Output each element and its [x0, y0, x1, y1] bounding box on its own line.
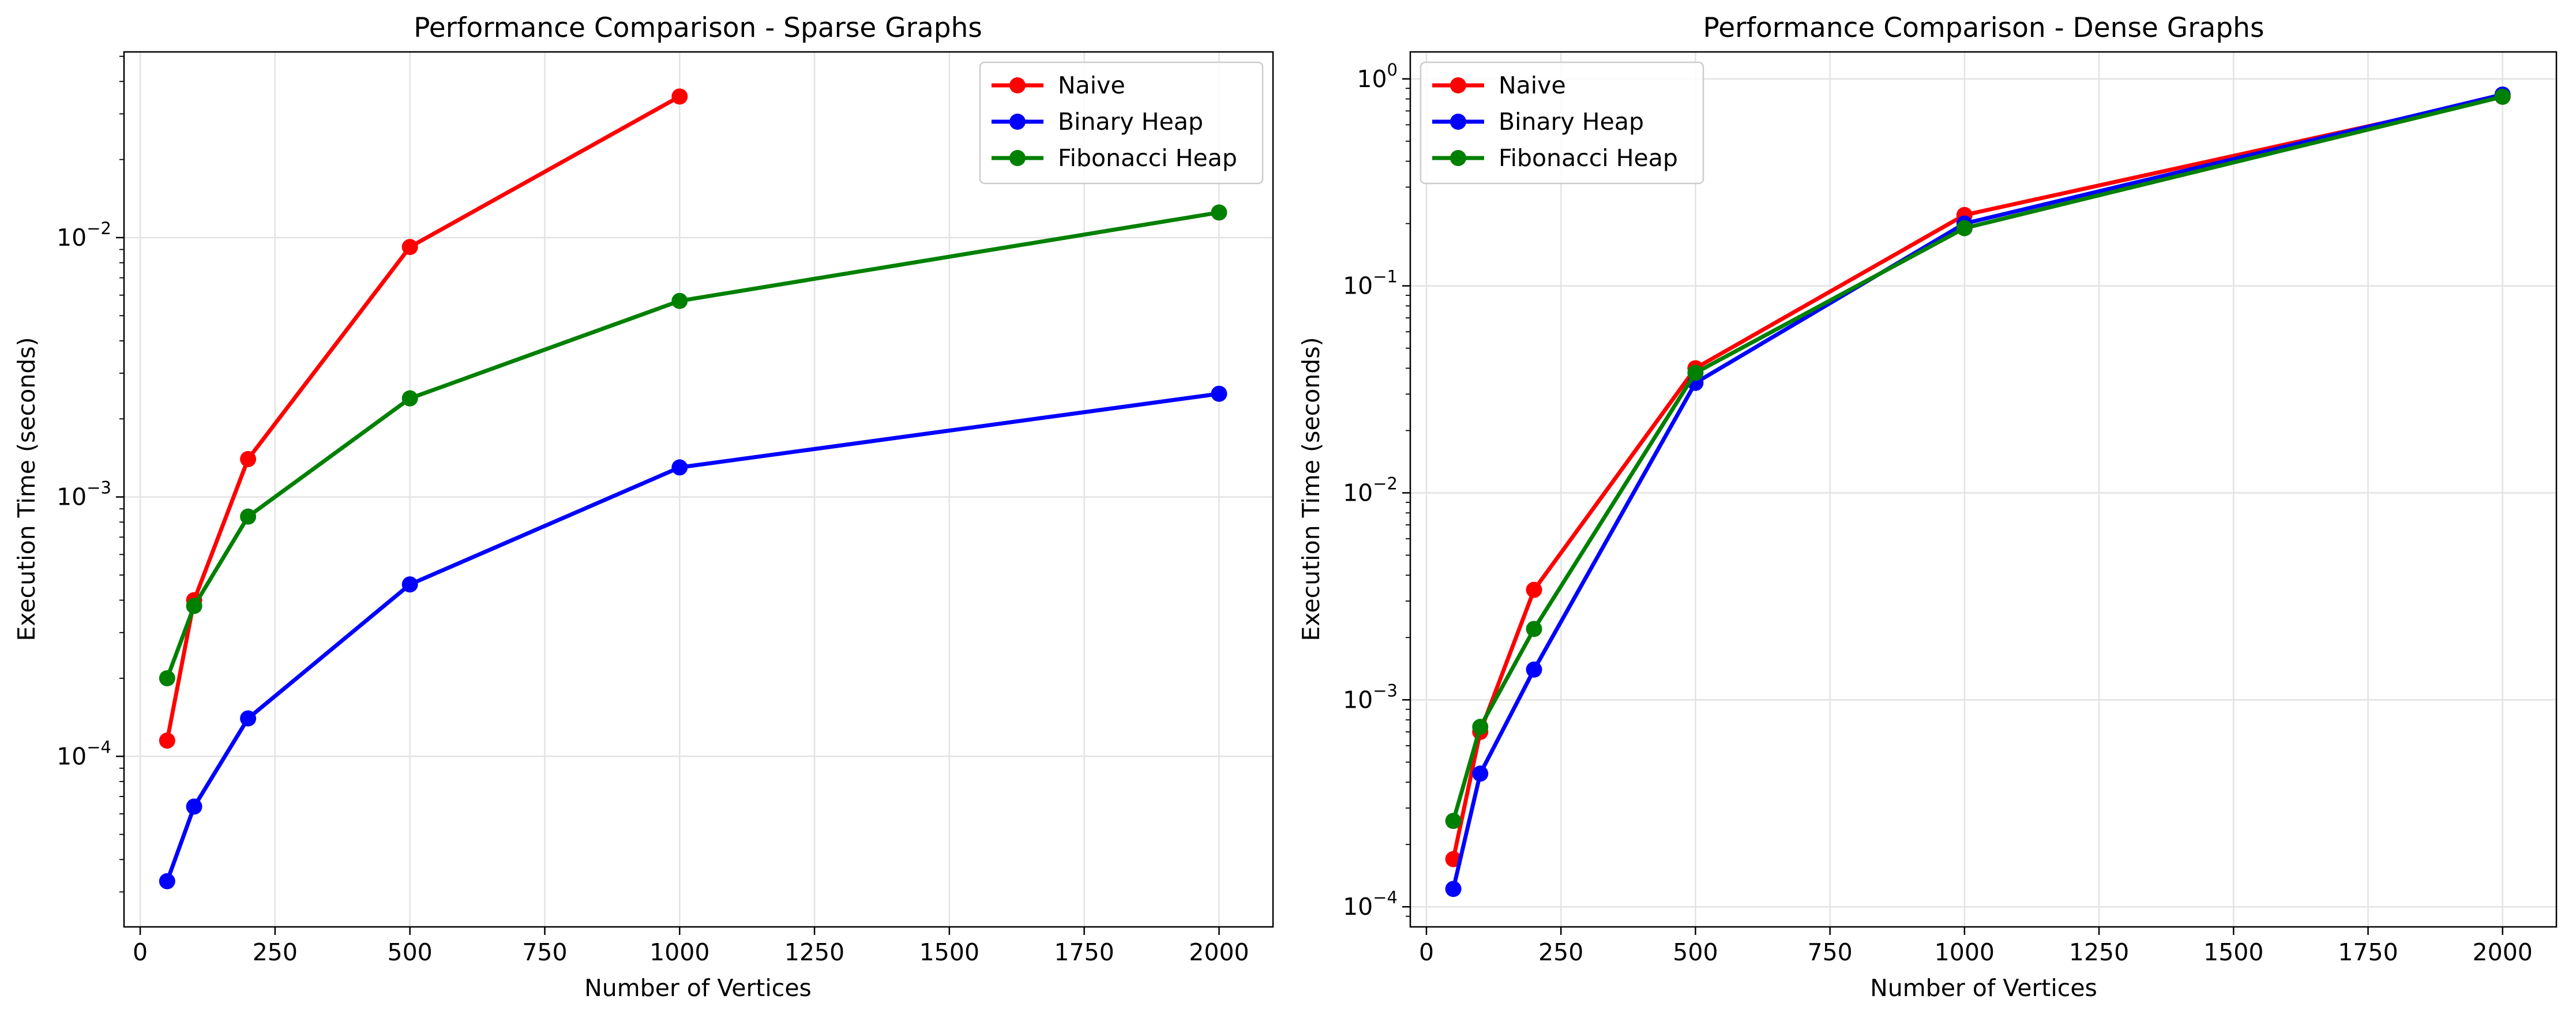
- series-line-naive: [1451, 94, 2505, 862]
- legend-swatch-marker: [1009, 150, 1026, 166]
- series-line-binary-heap: [164, 391, 1222, 884]
- data-point: [401, 239, 418, 256]
- x-tick-label: 250: [1538, 938, 1583, 966]
- x-tick-label: 250: [253, 938, 298, 966]
- data-point: [1445, 881, 1462, 897]
- data-point: [1687, 365, 1704, 381]
- x-axis-label: Number of Vertices: [1870, 974, 2097, 1002]
- x-tick-label: 1750: [1054, 938, 1114, 966]
- data-point: [1211, 385, 1227, 402]
- x-tick-label: 0: [1419, 938, 1434, 966]
- y-tick-label: 100: [1357, 60, 1398, 93]
- series-line-fibonacci-heap: [164, 210, 1222, 681]
- x-tick-label: 1500: [2203, 938, 2263, 966]
- data-point: [186, 598, 202, 614]
- data-point: [671, 88, 688, 105]
- x-tick-label: 1000: [1935, 938, 1995, 966]
- x-tick-label: 500: [1673, 938, 1718, 966]
- legend-label: Fibonacci Heap: [1058, 144, 1237, 172]
- data-point: [1956, 220, 1973, 236]
- data-point: [240, 450, 257, 467]
- data-point: [401, 576, 418, 593]
- legend-swatch-marker: [1450, 77, 1466, 93]
- series-line-fibonacci-heap: [1451, 94, 2505, 824]
- y-tick-label: 10−2: [1343, 474, 1398, 506]
- sparse-graphs-chart: Performance Comparison - Sparse Graphs N…: [13, 12, 1274, 1002]
- y-axis-label: Execution Time (seconds): [13, 337, 40, 641]
- y-tick-label: 10−1: [1343, 267, 1398, 300]
- legend: Naive Binary Heap Fibonacci Heap: [979, 61, 1264, 185]
- data-point: [1472, 765, 1489, 782]
- axes-frame: [123, 51, 1274, 928]
- legend-label: Binary Heap: [1499, 108, 1644, 136]
- data-point: [159, 732, 175, 749]
- data-point: [1526, 581, 1542, 598]
- plot-area: [124, 52, 1273, 927]
- x-tick-label: 1250: [2069, 938, 2129, 966]
- series-line-binary-heap: [1451, 92, 2505, 892]
- y-tick-label: 10−2: [57, 219, 111, 251]
- x-tick-label: 1750: [2338, 938, 2398, 966]
- x-tick-label: 500: [388, 938, 433, 966]
- legend-swatch-marker: [1450, 114, 1466, 130]
- legend: Naive Binary Heap Fibonacci Heap: [1420, 61, 1704, 185]
- legend-label: Naive: [1499, 72, 1566, 99]
- plot-area: [1410, 52, 2556, 927]
- legend-label: Naive: [1058, 72, 1125, 99]
- data-point: [159, 670, 175, 686]
- y-axis-label: Execution Time (seconds): [1297, 337, 1325, 641]
- y-tick-label: 10−3: [57, 478, 111, 511]
- chart-title: Performance Comparison - Sparse Graphs: [414, 12, 982, 44]
- data-point: [240, 710, 257, 727]
- x-tick-label: 750: [1808, 938, 1853, 966]
- y-tick-label: 10−3: [1343, 681, 1398, 713]
- legend-label: Binary Heap: [1058, 108, 1203, 136]
- data-point: [671, 292, 688, 309]
- data-point: [2494, 88, 2511, 105]
- dense-graphs-chart: Performance Comparison - Dense Graphs Nu…: [1297, 12, 2558, 1002]
- data-point: [671, 459, 688, 476]
- data-point: [1445, 813, 1462, 829]
- data-point: [1472, 719, 1489, 735]
- data-point: [1211, 204, 1227, 221]
- legend-swatch-marker: [1450, 150, 1466, 166]
- x-axis-label: Number of Vertices: [584, 974, 812, 1002]
- y-tick-label: 10−4: [57, 737, 111, 770]
- x-tick-label: 2000: [2473, 938, 2533, 966]
- data-point: [1526, 661, 1542, 678]
- axes-frame: [1409, 51, 2558, 928]
- legend-swatch-marker: [1009, 114, 1026, 130]
- y-tick-label: 10−4: [1343, 888, 1398, 921]
- x-tick-label: 1250: [784, 938, 844, 966]
- data-point: [401, 390, 418, 407]
- x-tick-label: 750: [522, 938, 567, 966]
- legend-box: [1420, 61, 1704, 185]
- data-point: [1526, 621, 1542, 637]
- data-point: [159, 873, 175, 889]
- x-tick-label: 2000: [1189, 938, 1249, 966]
- chart-title: Performance Comparison - Dense Graphs: [1703, 12, 2265, 44]
- legend-swatch-marker: [1009, 77, 1026, 93]
- data-point: [240, 508, 257, 525]
- x-tick-label: 0: [133, 938, 148, 966]
- data-point: [186, 798, 202, 815]
- legend-label: Fibonacci Heap: [1499, 144, 1678, 172]
- x-tick-label: 1000: [649, 938, 709, 966]
- x-tick-label: 1500: [919, 938, 979, 966]
- legend-box: [979, 61, 1264, 185]
